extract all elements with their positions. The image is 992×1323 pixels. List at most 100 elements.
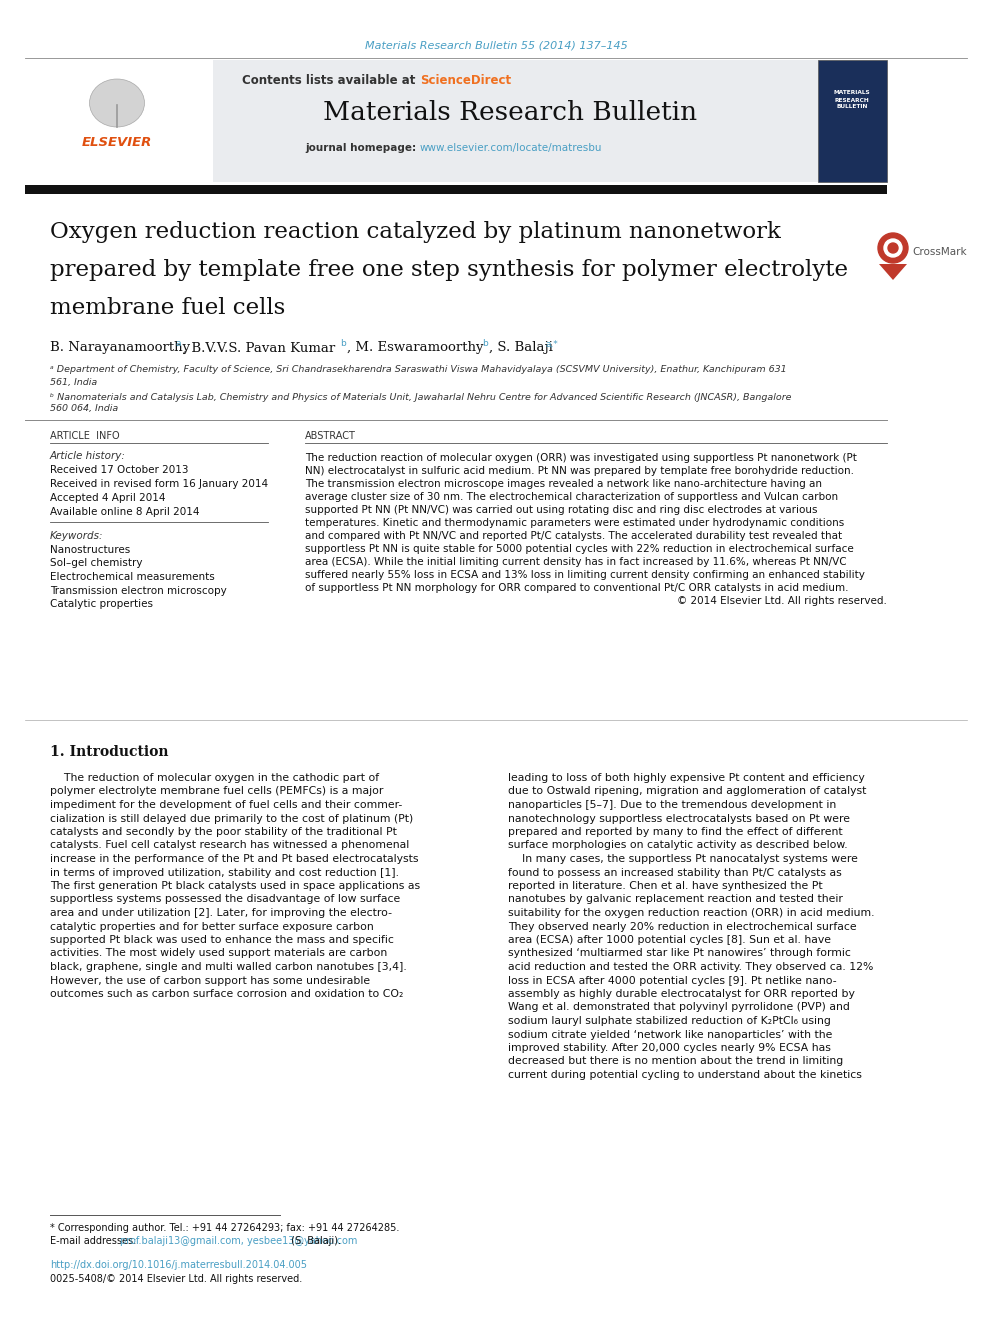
- Text: due to Ostwald ripening, migration and agglomeration of catalyst: due to Ostwald ripening, migration and a…: [508, 786, 866, 796]
- Text: a: a: [176, 340, 182, 348]
- Polygon shape: [879, 265, 907, 280]
- Text: B. Narayanamoorthy: B. Narayanamoorthy: [50, 341, 190, 355]
- Text: activities. The most widely used support materials are carbon: activities. The most widely used support…: [50, 949, 387, 958]
- Text: leading to loss of both highly expensive Pt content and efficiency: leading to loss of both highly expensive…: [508, 773, 865, 783]
- Text: decreased but there is no mention about the trend in limiting: decreased but there is no mention about …: [508, 1057, 843, 1066]
- Text: improved stability. After 20,000 cycles nearly 9% ECSA has: improved stability. After 20,000 cycles …: [508, 1043, 831, 1053]
- Text: average cluster size of 30 nm. The electrochemical characterization of supportle: average cluster size of 30 nm. The elect…: [305, 492, 838, 501]
- Text: increase in the performance of the Pt and Pt based electrocatalysts: increase in the performance of the Pt an…: [50, 855, 419, 864]
- Text: The transmission electron microscope images revealed a network like nano-archite: The transmission electron microscope ima…: [305, 479, 822, 490]
- Text: NN) electrocatalyst in sulfuric acid medium. Pt NN was prepared by template free: NN) electrocatalyst in sulfuric acid med…: [305, 466, 854, 476]
- Text: nanoparticles [5–7]. Due to the tremendous development in: nanoparticles [5–7]. Due to the tremendo…: [508, 800, 836, 810]
- Circle shape: [884, 239, 902, 257]
- Text: Oxygen reduction reaction catalyzed by platinum nanonetwork: Oxygen reduction reaction catalyzed by p…: [50, 221, 781, 243]
- Text: nanotubes by galvanic replacement reaction and tested their: nanotubes by galvanic replacement reacti…: [508, 894, 843, 905]
- Text: ᵇ Nanomaterials and Catalysis Lab, Chemistry and Physics of Materials Unit, Jawa: ᵇ Nanomaterials and Catalysis Lab, Chemi…: [50, 393, 792, 401]
- Text: in terms of improved utilization, stability and cost reduction [1].: in terms of improved utilization, stabil…: [50, 868, 399, 877]
- Text: supportless Pt NN is quite stable for 5000 potential cycles with 22% reduction i: supportless Pt NN is quite stable for 50…: [305, 544, 854, 554]
- Text: surface morphologies on catalytic activity as described below.: surface morphologies on catalytic activi…: [508, 840, 847, 851]
- Text: loss in ECSA after 4000 potential cycles [9]. Pt netlike nano-: loss in ECSA after 4000 potential cycles…: [508, 975, 836, 986]
- Text: 0025-5408/© 2014 Elsevier Ltd. All rights reserved.: 0025-5408/© 2014 Elsevier Ltd. All right…: [50, 1274, 303, 1285]
- Text: and compared with Pt NN/VC and reported Pt/C catalysts. The accelerated durabili: and compared with Pt NN/VC and reported …: [305, 531, 842, 541]
- Text: CrossMark: CrossMark: [912, 247, 966, 257]
- Text: Keywords:: Keywords:: [50, 531, 103, 541]
- Text: found to possess an increased stability than Pt/C catalysts as: found to possess an increased stability …: [508, 868, 842, 877]
- Circle shape: [888, 243, 898, 253]
- Text: b: b: [482, 340, 488, 348]
- Text: ScienceDirect: ScienceDirect: [420, 74, 511, 86]
- Text: Available online 8 April 2014: Available online 8 April 2014: [50, 507, 199, 517]
- Text: prepared and reported by many to find the effect of different: prepared and reported by many to find th…: [508, 827, 842, 837]
- Text: Wang et al. demonstrated that polyvinyl pyrrolidone (PVP) and: Wang et al. demonstrated that polyvinyl …: [508, 1003, 850, 1012]
- Text: assembly as highly durable electrocatalyst for ORR reported by: assembly as highly durable electrocataly…: [508, 990, 855, 999]
- Text: 561, India: 561, India: [50, 377, 97, 386]
- Text: supportless systems possessed the disadvantage of low surface: supportless systems possessed the disadv…: [50, 894, 400, 905]
- Text: acid reduction and tested the ORR activity. They observed ca. 12%: acid reduction and tested the ORR activi…: [508, 962, 873, 972]
- Text: prepared by template free one step synthesis for polymer electrolyte: prepared by template free one step synth…: [50, 259, 848, 280]
- Text: black, graphene, single and multi walled carbon nanotubes [3,4].: black, graphene, single and multi walled…: [50, 962, 407, 972]
- Bar: [25, 60, 887, 183]
- Text: Accepted 4 April 2014: Accepted 4 April 2014: [50, 493, 166, 503]
- Text: ELSEVIER: ELSEVIER: [81, 135, 152, 148]
- Text: Transmission electron microscopy: Transmission electron microscopy: [50, 586, 227, 595]
- Text: membrane fuel cells: membrane fuel cells: [50, 296, 286, 319]
- Text: nanotechnology supportless electrocatalysts based on Pt were: nanotechnology supportless electrocataly…: [508, 814, 850, 823]
- Text: They observed nearly 20% reduction in electrochemical surface: They observed nearly 20% reduction in el…: [508, 922, 857, 931]
- Text: Received 17 October 2013: Received 17 October 2013: [50, 464, 188, 475]
- Text: of supportless Pt NN morphology for ORR compared to conventional Pt/C ORR cataly: of supportless Pt NN morphology for ORR …: [305, 583, 848, 593]
- Text: suitability for the oxygen reduction reaction (ORR) in acid medium.: suitability for the oxygen reduction rea…: [508, 908, 875, 918]
- Text: current during potential cycling to understand about the kinetics: current during potential cycling to unde…: [508, 1070, 862, 1080]
- Bar: [25, 185, 887, 194]
- Text: cialization is still delayed due primarily to the cost of platinum (Pt): cialization is still delayed due primari…: [50, 814, 414, 823]
- Bar: [818, 60, 887, 183]
- Text: © 2014 Elsevier Ltd. All rights reserved.: © 2014 Elsevier Ltd. All rights reserved…: [678, 595, 887, 606]
- Text: polymer electrolyte membrane fuel cells (PEMFCs) is a major: polymer electrolyte membrane fuel cells …: [50, 786, 383, 796]
- Text: outcomes such as carbon surface corrosion and oxidation to CO₂: outcomes such as carbon surface corrosio…: [50, 990, 404, 999]
- Circle shape: [878, 233, 908, 263]
- Ellipse shape: [89, 79, 145, 127]
- Text: MATERIALS
RESEARCH
BULLETIN: MATERIALS RESEARCH BULLETIN: [833, 90, 870, 110]
- Text: 560 064, India: 560 064, India: [50, 405, 118, 414]
- Text: Contents lists available at: Contents lists available at: [242, 74, 420, 86]
- Text: However, the use of carbon support has some undesirable: However, the use of carbon support has s…: [50, 975, 370, 986]
- Text: ABSTRACT: ABSTRACT: [305, 431, 356, 441]
- Text: In many cases, the supportless Pt nanocatalyst systems were: In many cases, the supportless Pt nanoca…: [508, 855, 858, 864]
- Text: impediment for the development of fuel cells and their commer-: impediment for the development of fuel c…: [50, 800, 402, 810]
- Text: b: b: [340, 340, 346, 348]
- Text: suffered nearly 55% loss in ECSA and 13% loss in limiting current density confir: suffered nearly 55% loss in ECSA and 13%…: [305, 570, 865, 579]
- Text: supported Pt black was used to enhance the mass and specific: supported Pt black was used to enhance t…: [50, 935, 394, 945]
- Text: area (ECSA) after 1000 potential cycles [8]. Sun et al. have: area (ECSA) after 1000 potential cycles …: [508, 935, 831, 945]
- Text: Nanostructures: Nanostructures: [50, 545, 130, 556]
- Text: The reduction reaction of molecular oxygen (ORR) was investigated using supportl: The reduction reaction of molecular oxyg…: [305, 452, 857, 463]
- Text: , M. Eswaramoorthy: , M. Eswaramoorthy: [347, 341, 483, 355]
- Text: catalytic properties and for better surface exposure carbon: catalytic properties and for better surf…: [50, 922, 374, 931]
- Text: reported in literature. Chen et al. have synthesized the Pt: reported in literature. Chen et al. have…: [508, 881, 822, 890]
- Text: ᵃ Department of Chemistry, Faculty of Science, Sri Chandrasekharendra Saraswathi: ᵃ Department of Chemistry, Faculty of Sc…: [50, 365, 787, 374]
- Text: synthesized ‘multiarmed star like Pt nanowires’ through formic: synthesized ‘multiarmed star like Pt nan…: [508, 949, 851, 958]
- Text: supported Pt NN (Pt NN/VC) was carried out using rotating disc and ring disc ele: supported Pt NN (Pt NN/VC) was carried o…: [305, 505, 817, 515]
- Text: Article history:: Article history:: [50, 451, 126, 460]
- Text: journal homepage:: journal homepage:: [306, 143, 420, 153]
- Text: http://dx.doi.org/10.1016/j.materresbull.2014.04.005: http://dx.doi.org/10.1016/j.materresbull…: [50, 1259, 307, 1270]
- Text: 1. Introduction: 1. Introduction: [50, 745, 169, 759]
- Text: sodium lauryl sulphate stabilized reduction of K₂PtCl₆ using: sodium lauryl sulphate stabilized reduct…: [508, 1016, 831, 1027]
- Text: prof.balaji13@gmail.com, yesbee13@yahoo.com: prof.balaji13@gmail.com, yesbee13@yahoo.…: [120, 1236, 357, 1246]
- Text: Received in revised form 16 January 2014: Received in revised form 16 January 2014: [50, 479, 268, 490]
- Text: www.elsevier.com/locate/matresbu: www.elsevier.com/locate/matresbu: [420, 143, 602, 153]
- Text: temperatures. Kinetic and thermodynamic parameters were estimated under hydrodyn: temperatures. Kinetic and thermodynamic …: [305, 519, 844, 528]
- Text: catalysts and secondly by the poor stability of the traditional Pt: catalysts and secondly by the poor stabi…: [50, 827, 397, 837]
- Text: catalysts. Fuel cell catalyst research has witnessed a phenomenal: catalysts. Fuel cell catalyst research h…: [50, 840, 410, 851]
- Text: , S. Balaji: , S. Balaji: [489, 341, 553, 355]
- Text: (S. Balaji).: (S. Balaji).: [288, 1236, 341, 1246]
- Text: Catalytic properties: Catalytic properties: [50, 599, 153, 609]
- Bar: [25, 60, 213, 183]
- Text: Materials Research Bulletin: Materials Research Bulletin: [323, 99, 697, 124]
- Text: area (ECSA). While the initial limiting current density has in fact increased by: area (ECSA). While the initial limiting …: [305, 557, 846, 568]
- Text: area and under utilization [2]. Later, for improving the electro-: area and under utilization [2]. Later, f…: [50, 908, 392, 918]
- Text: Electrochemical measurements: Electrochemical measurements: [50, 572, 214, 582]
- Text: The reduction of molecular oxygen in the cathodic part of: The reduction of molecular oxygen in the…: [50, 773, 379, 783]
- Text: ARTICLE  INFO: ARTICLE INFO: [50, 431, 120, 441]
- Text: The first generation Pt black catalysts used in space applications as: The first generation Pt black catalysts …: [50, 881, 421, 890]
- Text: a,*: a,*: [545, 340, 558, 348]
- Text: , B.V.V.S. Pavan Kumar: , B.V.V.S. Pavan Kumar: [183, 341, 335, 355]
